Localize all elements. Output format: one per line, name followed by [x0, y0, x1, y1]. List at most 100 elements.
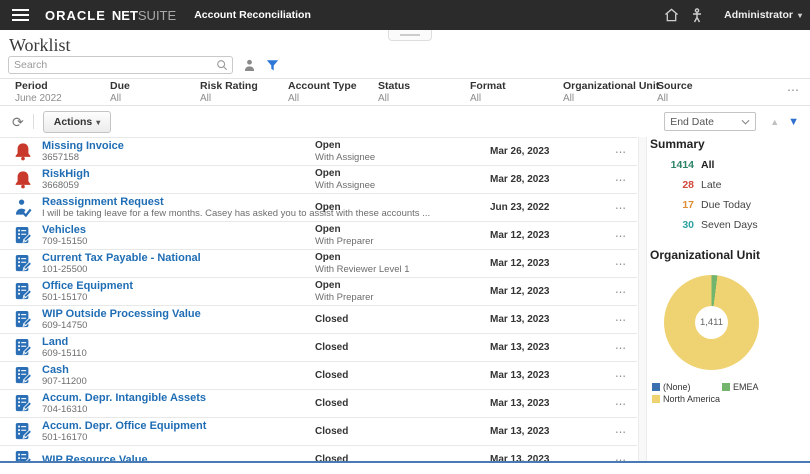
reconciliation-link[interactable]: Office Equipment	[42, 280, 134, 292]
worklist-scrollbar[interactable]	[638, 137, 647, 462]
filter-item[interactable]: Risk Rating All	[200, 80, 288, 104]
reconciliation-clipboard-icon	[14, 366, 32, 385]
summary-list: 1414 All 28 Late 17 Due Today 30 Seven D…	[650, 159, 810, 231]
more-icon: ⋯	[615, 342, 627, 354]
accessibility-icon[interactable]	[684, 5, 710, 25]
more-icon: ⋯	[615, 146, 627, 158]
worklist-row[interactable]: Land 609-15110 Closed Mar 13, 2023 ⋯	[0, 334, 637, 362]
filter-label: Risk Rating	[200, 80, 258, 92]
row-date: Mar 13, 2023	[490, 342, 550, 353]
filter-item[interactable]: Account Type All	[288, 80, 378, 104]
pov-collapse-handle[interactable]	[388, 30, 432, 41]
row-actions-button[interactable]: ⋯	[615, 341, 627, 354]
reconciliation-link[interactable]: Accum. Depr. Intangible Assets	[42, 392, 207, 404]
worklist-row[interactable]: Vehicles 709-15150 Open With Preparer Ma…	[0, 222, 637, 250]
filter-bar: Period June 2022 Due All Risk Rating All…	[0, 78, 810, 106]
reconciliation-link[interactable]: Reassignment Request	[42, 196, 164, 208]
user-menu[interactable]: Administrator ▾	[724, 9, 802, 21]
reconciliation-clipboard-icon	[14, 338, 32, 357]
summary-item[interactable]: 1414 All	[650, 159, 810, 171]
menu-icon[interactable]	[12, 6, 29, 24]
row-actions-button[interactable]: ⋯	[615, 397, 627, 410]
filter-item[interactable]: Organizational Unit All	[563, 80, 659, 104]
summary-label: All	[701, 159, 715, 171]
row-date: Jun 23, 2022	[490, 202, 550, 213]
row-date: Mar 13, 2023	[490, 370, 550, 381]
filter-label: Period	[15, 80, 48, 92]
row-actions-button[interactable]: ⋯	[615, 257, 627, 270]
row-actions-button[interactable]: ⋯	[615, 173, 627, 186]
reconciliation-link[interactable]: RiskHigh	[42, 168, 90, 180]
reconciliation-link[interactable]: Missing Invoice	[42, 140, 124, 152]
filter-icon[interactable]	[266, 59, 279, 72]
more-icon: ⋯	[615, 426, 627, 438]
filter-value: All	[200, 93, 212, 104]
refresh-icon: ⟳	[12, 113, 24, 130]
brand-net: NET	[111, 7, 138, 23]
row-actions-button[interactable]: ⋯	[615, 425, 627, 438]
row-subtitle: 907-11200	[42, 376, 87, 387]
row-status: Closed	[315, 341, 349, 353]
row-actions-button[interactable]: ⋯	[615, 369, 627, 382]
app-title: Account Reconciliation	[194, 9, 311, 21]
row-date: Mar 26, 2023	[490, 146, 550, 157]
worklist-row[interactable]: Accum. Depr. Office Equipment 501-16170 …	[0, 418, 637, 446]
summary-item[interactable]: 17 Due Today	[650, 199, 810, 211]
filter-more-button[interactable]: ⋯	[787, 83, 800, 97]
summary-item[interactable]: 28 Late	[650, 179, 810, 191]
filter-value: June 2022	[15, 93, 62, 104]
filter-item[interactable]: Status All	[378, 80, 470, 104]
filter-item[interactable]: Period June 2022	[15, 80, 110, 104]
row-actions-button[interactable]: ⋯	[615, 313, 627, 326]
row-status: Open	[315, 224, 341, 235]
worklist-row[interactable]: Reassignment Request I will be taking le…	[0, 194, 637, 222]
filter-item[interactable]: Due All	[110, 80, 200, 104]
filter-value: All	[288, 93, 300, 104]
summary-count: 28	[682, 179, 694, 191]
reconciliation-link[interactable]: WIP Outside Processing Value	[42, 308, 201, 320]
reconciliation-link[interactable]: WIP Resource Value	[42, 453, 148, 463]
filter-value: All	[563, 93, 575, 104]
assignee-filter-icon[interactable]	[244, 59, 255, 72]
worklist-row[interactable]: Accum. Depr. Intangible Assets 704-16310…	[0, 390, 637, 418]
page-title: Worklist	[9, 35, 71, 55]
org-unit-chart-title: Organizational Unit	[650, 248, 761, 262]
reconciliation-link[interactable]: Vehicles	[42, 224, 87, 236]
sort-by-select[interactable]: End Date	[664, 112, 757, 131]
worklist-row[interactable]: Missing Invoice 3657158 Open With Assign…	[0, 138, 637, 166]
worklist-row[interactable]: WIP Outside Processing Value 609-14750 C…	[0, 306, 637, 334]
more-icon: ⋯	[615, 286, 627, 298]
search-input[interactable]	[9, 59, 216, 71]
reconciliation-link[interactable]: Current Tax Payable - National	[42, 252, 201, 264]
row-actions-button[interactable]: ⋯	[615, 145, 627, 158]
sort-descending-button[interactable]: ▼	[788, 116, 799, 128]
row-status: Open	[315, 252, 341, 263]
legend-swatch	[652, 395, 660, 403]
alert-bell-icon	[14, 142, 32, 161]
row-date: Mar 28, 2023	[490, 174, 550, 185]
reconciliation-link[interactable]: Land	[42, 336, 69, 348]
worklist-row[interactable]: RiskHigh 3668059 Open With Assignee Mar …	[0, 166, 637, 194]
filter-value: All	[110, 93, 122, 104]
row-actions-button[interactable]: ⋯	[615, 229, 627, 242]
worklist-row[interactable]: WIP Resource Value Closed Mar 13, 2023 ⋯	[0, 446, 637, 462]
filter-item[interactable]: Format All	[470, 80, 563, 104]
actions-button[interactable]: Actions ▾	[42, 110, 112, 133]
row-actions-button[interactable]: ⋯	[615, 453, 627, 462]
row-actions-button[interactable]: ⋯	[615, 285, 627, 298]
reconciliation-link[interactable]: Accum. Depr. Office Equipment	[42, 420, 207, 432]
summary-item[interactable]: 30 Seven Days	[650, 219, 810, 231]
alert-bell-icon	[14, 170, 32, 189]
worklist-row[interactable]: Office Equipment 501-15170 Open With Pre…	[0, 278, 637, 306]
worklist-row[interactable]: Cash 907-11200 Closed Mar 13, 2023 ⋯	[0, 362, 637, 390]
reconciliation-link[interactable]: Cash	[42, 364, 69, 376]
refresh-button[interactable]: ⟳	[12, 115, 24, 129]
worklist-row[interactable]: Current Tax Payable - National 101-25500…	[0, 250, 637, 278]
search-icon	[216, 59, 228, 71]
filter-item[interactable]: Source All	[657, 80, 810, 104]
row-status: Closed	[315, 313, 349, 325]
row-actions-button[interactable]: ⋯	[615, 201, 627, 214]
home-icon[interactable]	[658, 5, 684, 25]
brand-suite: SUITE	[137, 7, 177, 23]
sort-ascending-button[interactable]: ▲	[770, 117, 779, 127]
